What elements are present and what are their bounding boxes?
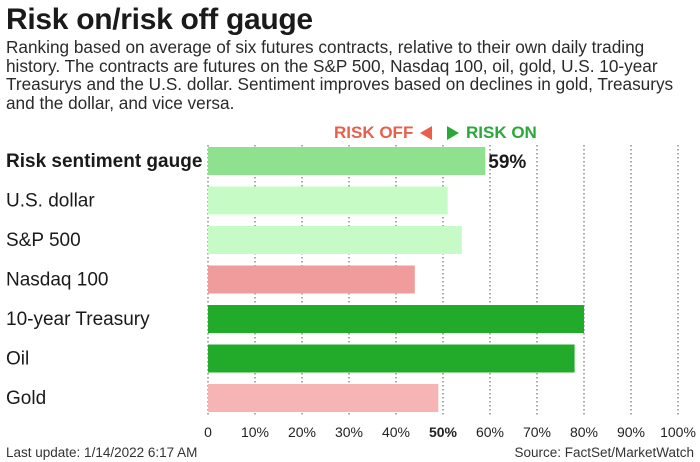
bar <box>208 147 486 175</box>
category-label: Gold <box>6 388 46 409</box>
x-tick-label: 60% <box>476 424 504 440</box>
legend-risk-on: RISK ON <box>466 123 537 143</box>
bars <box>208 147 584 412</box>
legend-risk-on-label: RISK ON <box>466 123 537 142</box>
category-label: Oil <box>6 349 29 370</box>
legend-risk-off-label: RISK OFF <box>334 123 414 142</box>
risk-on-arrow-icon <box>447 126 459 140</box>
x-tick-label: 10% <box>241 424 269 440</box>
x-tick-label: 0 <box>204 424 212 440</box>
chart-title: Risk on/risk off gauge <box>6 3 313 36</box>
x-tick-label: 100% <box>660 424 696 440</box>
legend-arrows <box>420 126 459 140</box>
x-tick-label: 30% <box>335 424 363 440</box>
bar <box>208 226 462 254</box>
category-label: S&P 500 <box>6 230 81 251</box>
category-label: Nasdaq 100 <box>6 270 108 291</box>
x-tick-label: 80% <box>570 424 598 440</box>
category-labels: Risk sentiment gauge 59% U.S. dollar S&P 50… <box>6 151 526 409</box>
legend-risk-off: RISK OFF <box>334 123 413 143</box>
x-tick-label: 40% <box>382 424 410 440</box>
source-note: Source: FactSet/MarketWatch <box>514 445 694 460</box>
value-label: 59% <box>488 152 526 173</box>
bar <box>208 384 439 412</box>
bar <box>208 186 448 215</box>
bar <box>208 305 584 333</box>
bar <box>208 344 575 373</box>
category-label: 10-year Treasury <box>6 309 150 330</box>
last-update: Last update: 1/14/2022 6:17 AM <box>6 445 198 460</box>
x-tick-label: 50% <box>429 424 458 440</box>
chart-subtitle: Ranking based on average of six futures … <box>6 37 674 113</box>
tick-labels: 0 10% 20% 30% 40% 50% 60% 70% 80% 90% 100% <box>204 424 696 440</box>
x-tick-label: 20% <box>288 424 316 440</box>
x-tick-label: 90% <box>617 424 645 440</box>
category-label: U.S. dollar <box>6 191 95 212</box>
bar <box>208 265 415 294</box>
category-label: Risk sentiment gauge <box>6 151 202 172</box>
risk-off-arrow-icon <box>420 126 432 140</box>
x-tick-label: 70% <box>523 424 551 440</box>
